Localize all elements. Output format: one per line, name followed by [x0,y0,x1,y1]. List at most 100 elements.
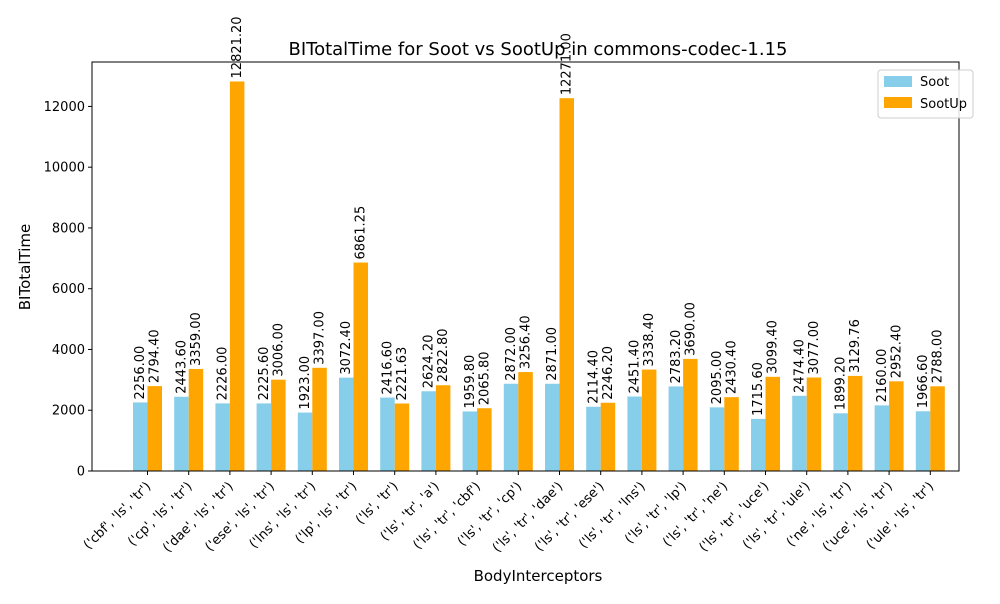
bar-soot [256,403,272,471]
y-tick-label: 6000 [52,282,85,297]
y-tick-label: 12000 [44,100,85,115]
bar-value-label: 2822.80 [436,328,451,382]
bar-sootup [518,372,533,471]
bar-value-label: 2246.20 [601,346,616,400]
bar-sootup [477,408,492,471]
legend-swatch-soot [884,76,912,87]
plot-frame [91,61,960,472]
bar-value-label: 3099.40 [766,320,781,374]
bar-value-label: 2794.40 [148,329,163,383]
bar-soot [133,402,148,471]
y-tick-label: 2000 [52,404,85,419]
bar-value-label: 3072.40 [339,321,354,375]
bar-soot [215,403,230,471]
bar-value-label: 2788.00 [931,330,946,384]
bar-value-label: 2226.00 [216,347,231,401]
bar-value-label: 2065.80 [477,351,492,405]
bar-value-label: 1715.60 [751,362,766,416]
bar-sootup [724,397,739,471]
y-tick-label: 4000 [52,343,85,358]
bar-sootup [147,386,162,471]
legend: Soot SootUp [877,69,974,119]
bar-soot [915,411,931,471]
bar-value-label: 3359.00 [189,312,204,366]
bar-soot [174,396,189,471]
bar-sootup [394,403,410,471]
bar-value-label: 12821.20 [230,16,245,78]
bar-sootup [188,368,204,471]
bar-value-label: 1959.80 [463,355,478,409]
bar-soot [833,413,848,471]
bar-value-label: 3690.00 [683,302,698,356]
bar-value-label: 6861.25 [354,206,369,260]
bar-value-label: 2160.00 [875,349,890,403]
y-axis-label: BITotalTime [16,224,34,310]
bar-value-label: 2451.40 [628,340,643,394]
y-axis-ticks: 0 2000 4000 6000 8000 10000 12000 [44,100,92,480]
bar-value-label: 2443.60 [174,340,189,394]
bar-soot [751,418,766,471]
bar-value-label: 3256.40 [519,315,534,369]
bar-value-label: 1966.60 [916,354,931,408]
bar-value-label: 2114.40 [586,350,601,404]
bar-value-label: 2430.40 [725,340,740,394]
bar-sootup [312,367,327,471]
bar-value-label: 1899.20 [834,357,849,411]
bar-sootup [765,376,780,471]
bar-soot [586,406,601,471]
chart-title: BITotalTime for Soot vs SootUp in common… [288,39,787,60]
bar-soot [627,396,642,471]
bar-soot [709,407,725,471]
bar-sootup [435,385,451,471]
bar-soot [339,377,354,471]
bar-value-label: 2221.63 [395,347,410,401]
legend-label-sootup: SootUp [920,97,967,112]
bar-value-label: 2952.40 [889,325,904,379]
bar-value-label: 1923.00 [298,356,313,410]
bar-soot [503,383,519,471]
y-tick-label: 8000 [52,221,85,236]
bar-value-label: 3006.00 [271,323,286,377]
bar-sootup [271,379,286,471]
y-tick-label: 0 [77,465,85,480]
bar-sootup [559,98,574,471]
bar-sootup [930,386,945,471]
bar-value-label: 2624.20 [422,335,437,389]
bar-soot [297,412,313,471]
bar-sootup [229,81,245,472]
legend-label-soot: Soot [920,75,949,90]
bar-value-label: 12271.00 [560,33,575,95]
bar-value-label: 2256.00 [133,346,148,400]
bar-sootup [353,262,368,471]
bar-sootup [641,369,657,471]
bar-sootup [889,381,904,471]
bar-soot [462,411,478,471]
x-axis-label: BodyInterceptors [474,567,603,585]
bar-sootup [683,358,698,471]
bar-sootup [600,402,616,471]
bar-sootup [806,377,822,471]
bar-value-label: 3338.40 [642,313,657,367]
bar-value-label: 2871.00 [545,327,560,381]
bar-soot [380,397,395,471]
bar-value-label: 2783.20 [669,330,684,384]
bar-sootup [847,375,863,471]
bars-group [133,81,945,472]
bar-soot [792,395,807,471]
bar-value-label: 2474.40 [792,339,807,393]
bar-soot [421,391,436,471]
bar-value-label: 2872.00 [504,327,519,381]
bar-soot [874,405,890,471]
bar-value-label: 2095.00 [710,351,725,405]
bar-soot [668,386,684,471]
bar-value-label: 2416.60 [380,341,395,395]
bar-value-label: 3077.00 [807,321,822,375]
bar-value-label: 3129.76 [848,319,863,373]
bar-soot [545,383,560,471]
legend-swatch-sootup [884,97,912,108]
bar-value-label: 3397.00 [313,311,328,365]
